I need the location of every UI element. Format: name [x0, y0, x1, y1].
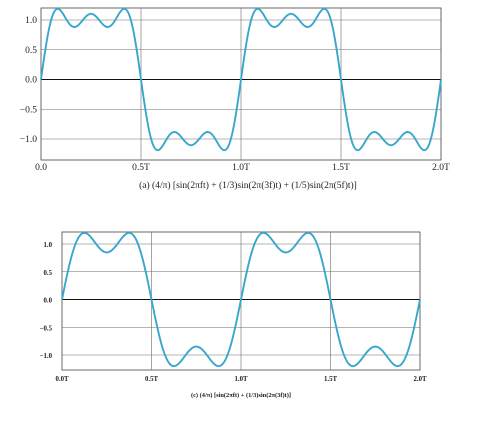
y-tick-label-c: 0.0 — [44, 298, 53, 305]
x-tick-label-c: 2.0T — [413, 376, 426, 383]
chart-caption-a: (a) (4/π) [sin(2πft) + (1/3)sin(2π(3f)t)… — [139, 180, 357, 191]
chart-caption-c: (c) (4/π) [sin(2πft) + (1/3)sin(2π(3f)t)… — [191, 392, 291, 399]
y-tick-label-a: −1.0 — [20, 135, 37, 145]
x-tick-label-c: 0.0T — [55, 376, 68, 383]
x-tick-label-c: 1.0T — [234, 376, 247, 383]
y-tick-label-a: −0.5 — [20, 105, 37, 115]
x-tick-label-a: 2.0T — [432, 163, 450, 173]
chart-c: 1.0 0.5 0.0 −0.5 −1.0 0.0T 0.5T 1.0T 1.5T 2.0T (c)… — [40, 231, 427, 399]
series-line-c — [61, 231, 421, 368]
x-tick-label-c: 1.5T — [324, 376, 337, 383]
y-tick-label-a: 0.0 — [25, 76, 37, 86]
y-tick-label-a: 1.0 — [25, 16, 37, 26]
x-tick-label-a: 1.5T — [332, 163, 350, 173]
y-tick-label-c: 0.5 — [44, 270, 53, 277]
y-tick-label-c: 1.0 — [44, 242, 53, 249]
series-line-a — [40, 7, 442, 152]
chart-a: 1.0 0.5 0.0 −0.5 −1.0 0.0 0.5T 1.0T 1.5T 2.0T (a) … — [20, 7, 450, 191]
y-tick-label-c: −0.5 — [40, 325, 53, 332]
x-tick-label-c: 0.5T — [145, 376, 158, 383]
x-tick-label-a: 0.5T — [132, 163, 150, 173]
x-tick-label-a: 1.0T — [232, 163, 250, 173]
y-tick-label-a: 0.5 — [25, 46, 37, 56]
x-tick-label-a: 0.0 — [35, 163, 47, 173]
y-tick-label-c: −1.0 — [40, 353, 53, 360]
